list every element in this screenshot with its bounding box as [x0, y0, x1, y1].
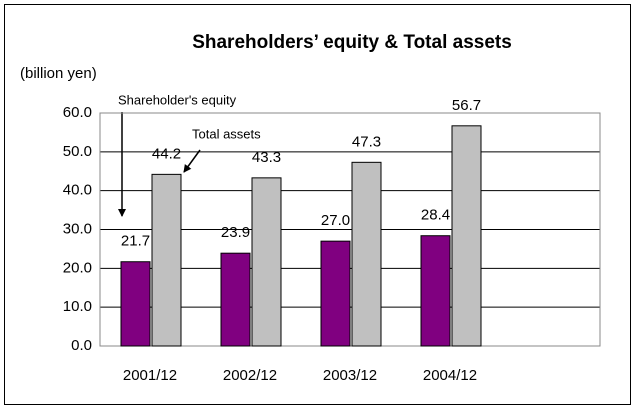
x-tick-label: 2002/12: [223, 367, 277, 384]
bar: [220, 252, 251, 347]
x-tick-label: 2001/12: [123, 367, 177, 384]
y-tick-label: 20.0: [63, 259, 92, 276]
data-label: 44.2: [152, 145, 181, 162]
annotation: Shareholder's equity: [118, 92, 237, 107]
data-label: 28.4: [421, 207, 450, 224]
data-label: 21.7: [121, 233, 150, 250]
bar: [151, 173, 182, 347]
y-tick-label: 40.0: [63, 182, 92, 199]
annotation: Total assets: [192, 126, 261, 141]
data-label: 43.3: [252, 149, 281, 166]
bar: [420, 235, 451, 347]
chart-border: [4, 4, 631, 405]
bar: [120, 261, 151, 347]
y-tick-label: 50.0: [63, 143, 92, 160]
y-tick-label: 30.0: [63, 220, 92, 237]
x-tick-label: 2003/12: [323, 367, 377, 384]
bar: [320, 240, 351, 347]
bar: [351, 161, 382, 347]
data-label: 27.0: [321, 212, 350, 229]
y-tick-label: 10.0: [63, 298, 92, 315]
bar: [251, 177, 282, 347]
y-tick-label: 60.0: [63, 104, 92, 121]
data-label: 56.7: [452, 97, 481, 114]
data-label: 47.3: [352, 133, 381, 150]
annotation-arrow: [183, 149, 201, 173]
data-label: 23.9: [221, 224, 250, 241]
x-tick-label: 2004/12: [423, 367, 477, 384]
bar: [451, 125, 482, 347]
chart-title: Shareholders’ equity & Total assets: [192, 32, 512, 53]
y-axis-label: (billion yen): [20, 65, 97, 82]
y-tick-label: 0.0: [71, 337, 92, 354]
